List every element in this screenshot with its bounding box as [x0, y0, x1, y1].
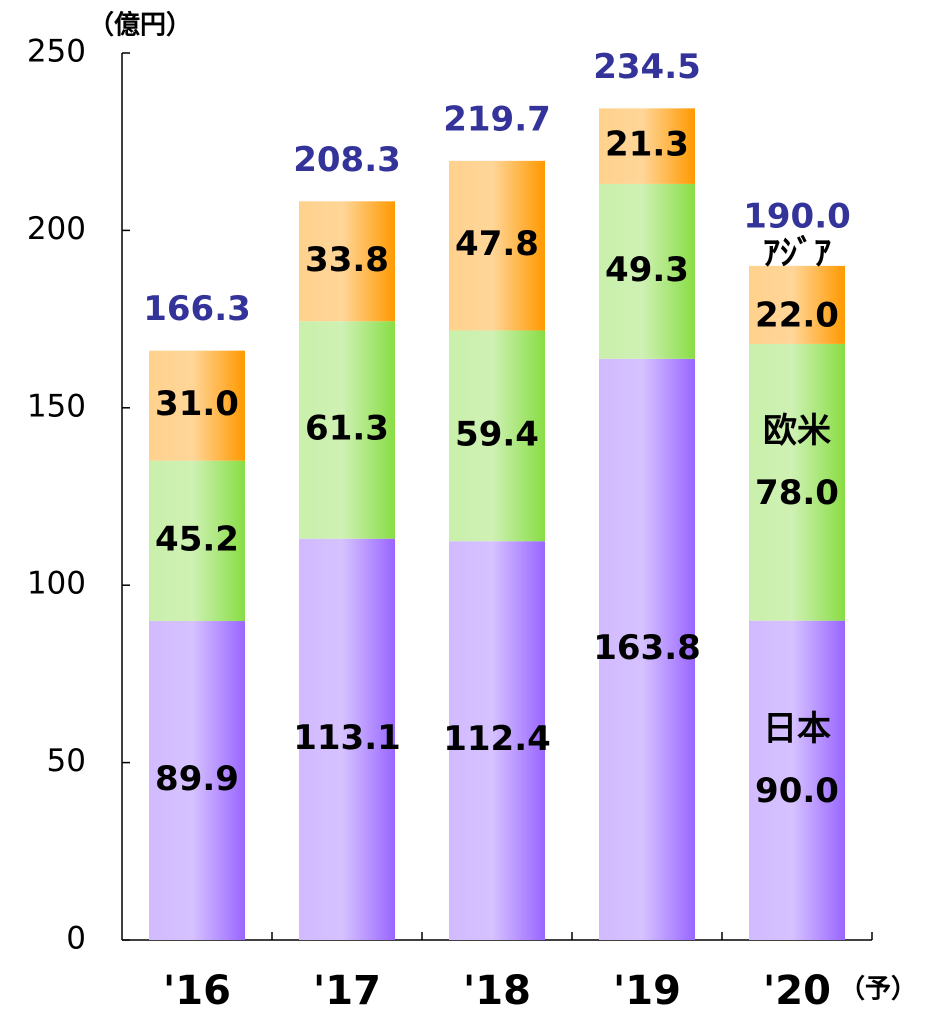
bar-segment — [149, 350, 245, 461]
annotation: （予） — [839, 975, 917, 1005]
series-name: 日本 — [763, 709, 831, 749]
total-label: 219.7 — [443, 99, 551, 139]
series-name: ｱｼﾞｱ — [763, 233, 831, 273]
value-label: 78.0 — [755, 473, 839, 513]
value-label: 49.3 — [605, 250, 689, 290]
y-tick-label: 50 — [47, 743, 86, 779]
bar-segment — [449, 160, 545, 331]
value-label: 22.0 — [755, 295, 839, 335]
series-name: 欧米 — [763, 411, 831, 451]
bar-segment — [149, 621, 245, 940]
value-label: 163.8 — [593, 628, 701, 668]
total-label: 166.3 — [143, 289, 251, 329]
bar-segment — [599, 108, 695, 184]
x-tick-label: '19 — [613, 968, 681, 1014]
value-label: 112.4 — [443, 719, 551, 759]
bar-segment — [299, 321, 395, 539]
value-label: 59.4 — [455, 414, 539, 454]
bar-segment — [299, 538, 395, 940]
y-tick-label: 250 — [27, 34, 86, 70]
bar-segment — [599, 358, 695, 940]
bar-segment — [749, 620, 845, 940]
value-label: 61.3 — [305, 408, 389, 448]
value-label: 45.2 — [155, 519, 239, 559]
x-tick-label: '18 — [463, 968, 531, 1014]
value-label: 21.3 — [605, 125, 689, 165]
value-label: 113.1 — [293, 718, 401, 758]
value-label: 89.9 — [155, 759, 239, 799]
y-tick-label: 0 — [66, 921, 86, 957]
x-tick-label: '17 — [313, 968, 381, 1014]
y-tick-label: 200 — [27, 211, 86, 247]
total-label: 190.0 — [743, 196, 851, 236]
bar-segment — [149, 460, 245, 622]
total-label: 234.5 — [593, 47, 701, 87]
bar-segment — [299, 201, 395, 322]
value-label: 33.8 — [305, 240, 389, 280]
y-tick-label: 150 — [27, 388, 86, 424]
unit-label: （億円） — [88, 11, 192, 41]
x-tick-label: '20 — [763, 968, 831, 1014]
total-label: 208.3 — [293, 140, 401, 180]
bar-segment — [599, 183, 695, 359]
bar-segment — [749, 265, 845, 344]
value-label: 31.0 — [155, 384, 239, 424]
value-label: 47.8 — [455, 224, 539, 264]
bar-segment — [449, 541, 545, 940]
bar-segment — [749, 343, 845, 621]
value-label: 90.0 — [755, 771, 839, 811]
x-tick-label: '16 — [163, 968, 231, 1014]
y-tick-label: 100 — [27, 566, 86, 602]
bar-segment — [449, 330, 545, 542]
